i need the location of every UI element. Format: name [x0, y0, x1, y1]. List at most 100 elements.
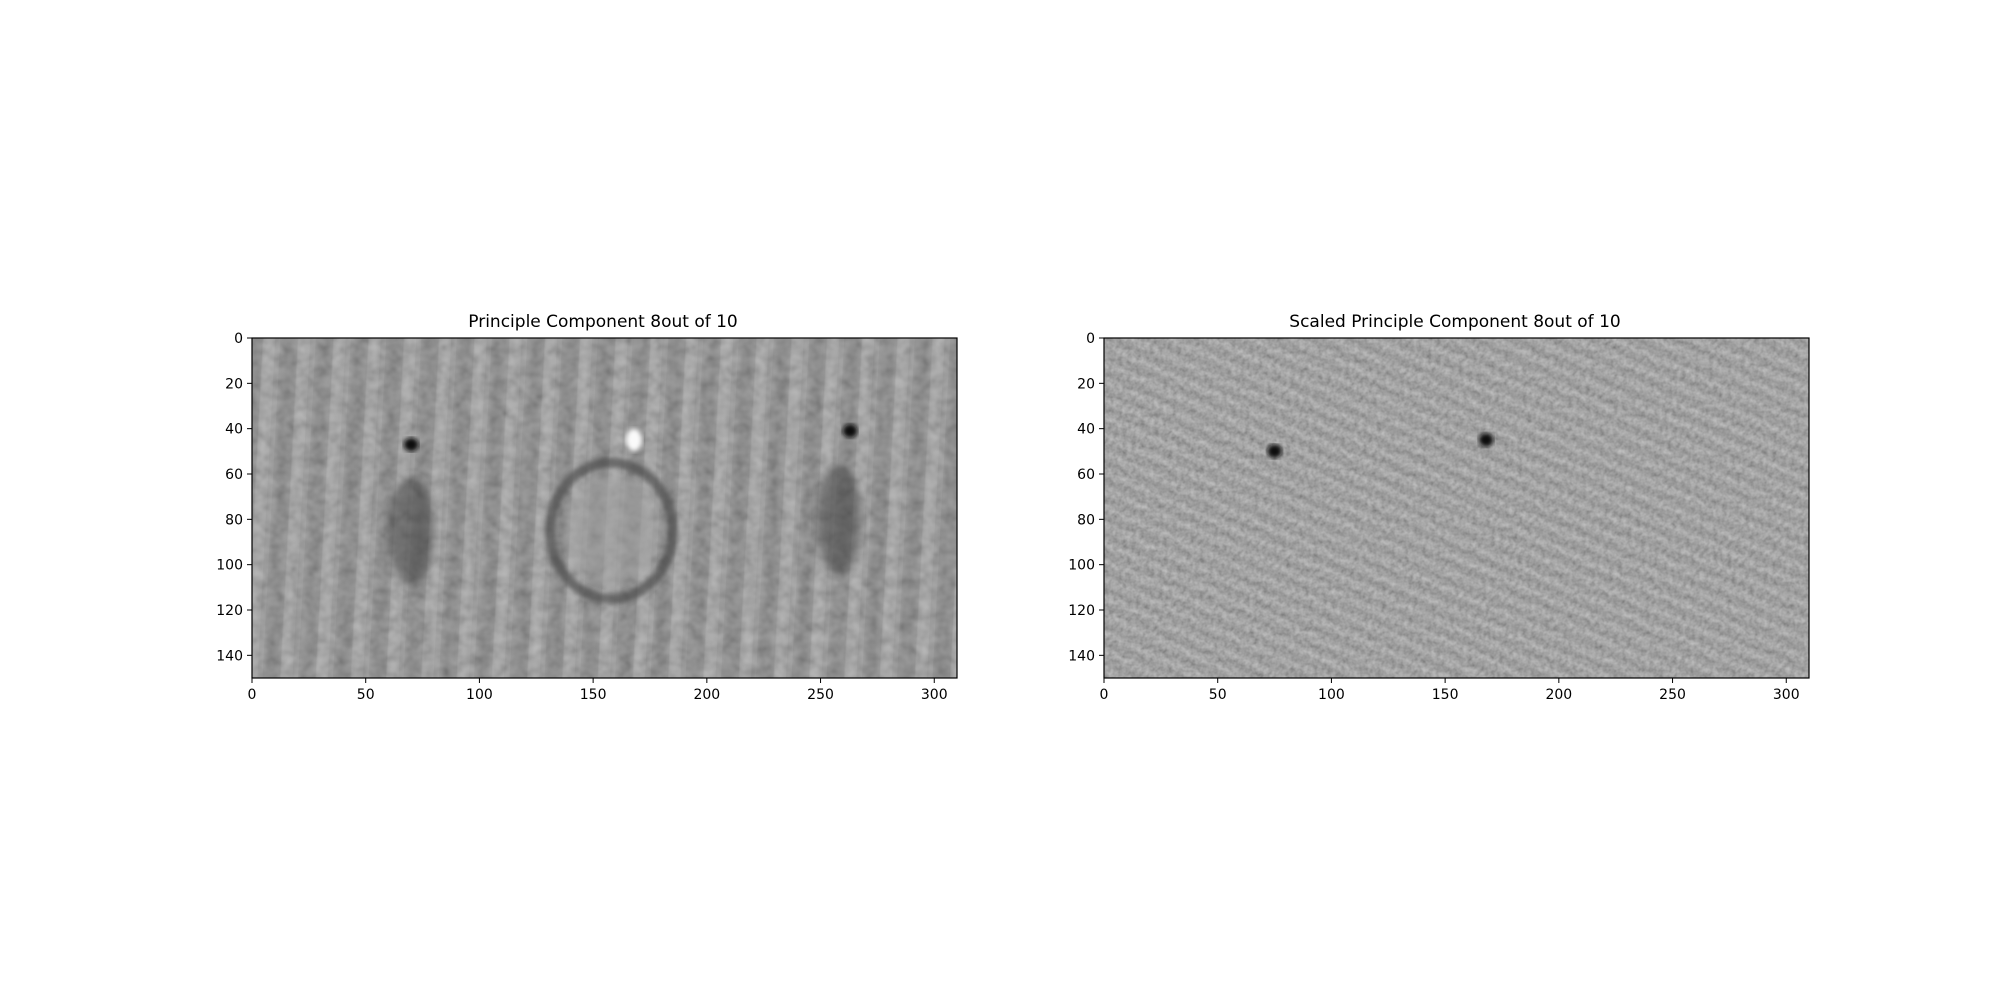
diagonal-fringe — [1054, 0, 1859, 305]
diagonal-fringe — [1054, 944, 1859, 1000]
diagonal-fringe — [1054, 782, 1859, 1000]
image-area — [1054, 0, 1859, 1000]
diagonal-fringe — [1054, 728, 1859, 1000]
diagonal-fringe — [1054, 818, 1859, 1000]
chart-title: Scaled Principle Component 8out of 10 — [1289, 312, 1620, 332]
diagonal-fringe — [1054, 0, 1859, 233]
chart-title: Principle Component 8out of 10 — [468, 312, 737, 332]
diagonal-fringe — [1054, 881, 1859, 1000]
diagonal-fringe — [1054, 0, 1859, 35]
x-axis: 0 50 100 150 200 250 300 — [248, 678, 948, 703]
x-tick-label: 250 — [1659, 687, 1686, 703]
diagonal-fringe — [1054, 971, 1859, 1000]
diagonal-fringe — [1054, 0, 1859, 80]
diagonal-fringe — [1054, 764, 1859, 1000]
y-tick-label: 0 — [234, 331, 243, 347]
diagonal-fringe — [1054, 674, 1859, 1000]
x-tick-label: 200 — [693, 687, 720, 703]
diagonal-fringe — [1054, 917, 1859, 1000]
diagonal-fringe — [1054, 0, 1859, 179]
image-area — [193, 318, 958, 698]
ring-core — [565, 476, 657, 586]
x-tick-label: 200 — [1545, 687, 1572, 703]
diagonal-fringe — [1054, 989, 1859, 1000]
diagonal-fringe — [1054, 926, 1859, 1000]
plot-frame — [251, 337, 958, 679]
feature-layer — [388, 424, 862, 604]
diagonal-fringe — [1054, 800, 1859, 1000]
x-tick-label: 300 — [921, 687, 948, 703]
y-tick-label: 120 — [216, 603, 243, 619]
diagonal-fringe — [1054, 953, 1859, 1000]
diagonal-fringe — [1054, 0, 1859, 260]
dark-spot — [1267, 444, 1282, 459]
diagonal-fringe — [1054, 0, 1859, 197]
dark-spot — [1478, 433, 1494, 447]
diagonal-fringe — [1054, 710, 1859, 1000]
y-tick-label: 40 — [1077, 422, 1095, 438]
diagonal-fringe — [1054, 719, 1859, 1000]
diagonal-fringe — [1054, 809, 1859, 1000]
diagonal-fringe — [1054, 836, 1859, 1000]
y-axis: 0 20 40 60 80 100 120 140 — [1068, 331, 1104, 664]
diagonal-fringe — [1054, 908, 1859, 1000]
diagonal-fringe — [1054, 0, 1859, 314]
ring — [544, 457, 678, 604]
diagonal-fringe — [1054, 0, 1859, 152]
diagonal-fringe — [1054, 0, 1859, 143]
diagonal-fringe — [1054, 0, 1859, 350]
y-tick-label: 20 — [1077, 376, 1095, 392]
diagonal-fringe — [1054, 935, 1859, 1000]
x-tick-label: 50 — [357, 687, 375, 703]
y-tick-label: 0 — [1086, 331, 1095, 347]
y-tick-label: 140 — [1068, 648, 1095, 664]
y-tick-label: 80 — [225, 512, 243, 528]
x-tick-label: 50 — [1209, 687, 1227, 703]
dark-ellipse — [388, 476, 434, 586]
diagonal-fringe — [1054, 0, 1859, 53]
diagonal-fringe — [1054, 746, 1859, 1000]
y-tick-label: 60 — [1077, 467, 1095, 483]
diagonal-fringe — [1054, 737, 1859, 1000]
diagonal-fringe — [1054, 0, 1859, 71]
x-tick-label: 300 — [1773, 687, 1800, 703]
diagonal-fringe — [1054, 0, 1859, 269]
y-tick-label: 140 — [216, 648, 243, 664]
x-tick-label: 0 — [248, 687, 257, 703]
diagonal-fringe — [1054, 845, 1859, 1000]
diagonal-fringe — [1054, 0, 1859, 62]
diagonal-fringe — [1054, 0, 1859, 161]
diagonal-fringe — [1054, 0, 1859, 170]
diagonal-fringe — [1054, 0, 1859, 215]
diagonal-fringe — [1054, 0, 1859, 332]
diagonal-fringe — [1054, 0, 1859, 134]
dark-spot — [842, 424, 858, 438]
x-tick-label: 150 — [1432, 687, 1459, 703]
diagonal-fringe — [1054, 0, 1859, 89]
y-tick-label: 60 — [225, 467, 243, 483]
diagonal-fringe — [1054, 0, 1859, 188]
diagonal-fringe — [1054, 0, 1859, 278]
x-tick-label: 250 — [807, 687, 834, 703]
light-fringe — [210, 318, 240, 698]
diagonal-fringe — [1054, 665, 1859, 1000]
diagonal-fringe — [1054, 0, 1859, 17]
dark-ellipse — [816, 464, 862, 574]
diagonal-fringe — [1054, 872, 1859, 1000]
y-tick-label: 100 — [216, 558, 243, 574]
x-tick-label: 150 — [580, 687, 607, 703]
x-tick-label: 100 — [466, 687, 493, 703]
panel-scaled-principal-component: Scaled Principle Component 8out of 10 0 5… — [1054, 0, 1859, 1000]
diagonal-fringe — [1054, 980, 1859, 1000]
diagonal-fringe — [1054, 0, 1859, 287]
panel-principal-component: Principle Component 8out of 10 0 50 100 150… — [193, 312, 958, 703]
diagonal-fringe — [1054, 773, 1859, 1000]
diagonal-fringe — [1054, 0, 1859, 341]
diagonal-fringe — [1054, 962, 1859, 1000]
diagonal-fringe — [1054, 683, 1859, 1000]
x-tick-label: 100 — [1318, 687, 1345, 703]
diagonal-fringe — [1054, 0, 1859, 224]
diagonal-fringe — [1054, 0, 1859, 26]
diagonal-fringe — [1054, 701, 1859, 1000]
dark-fringe — [193, 318, 228, 698]
